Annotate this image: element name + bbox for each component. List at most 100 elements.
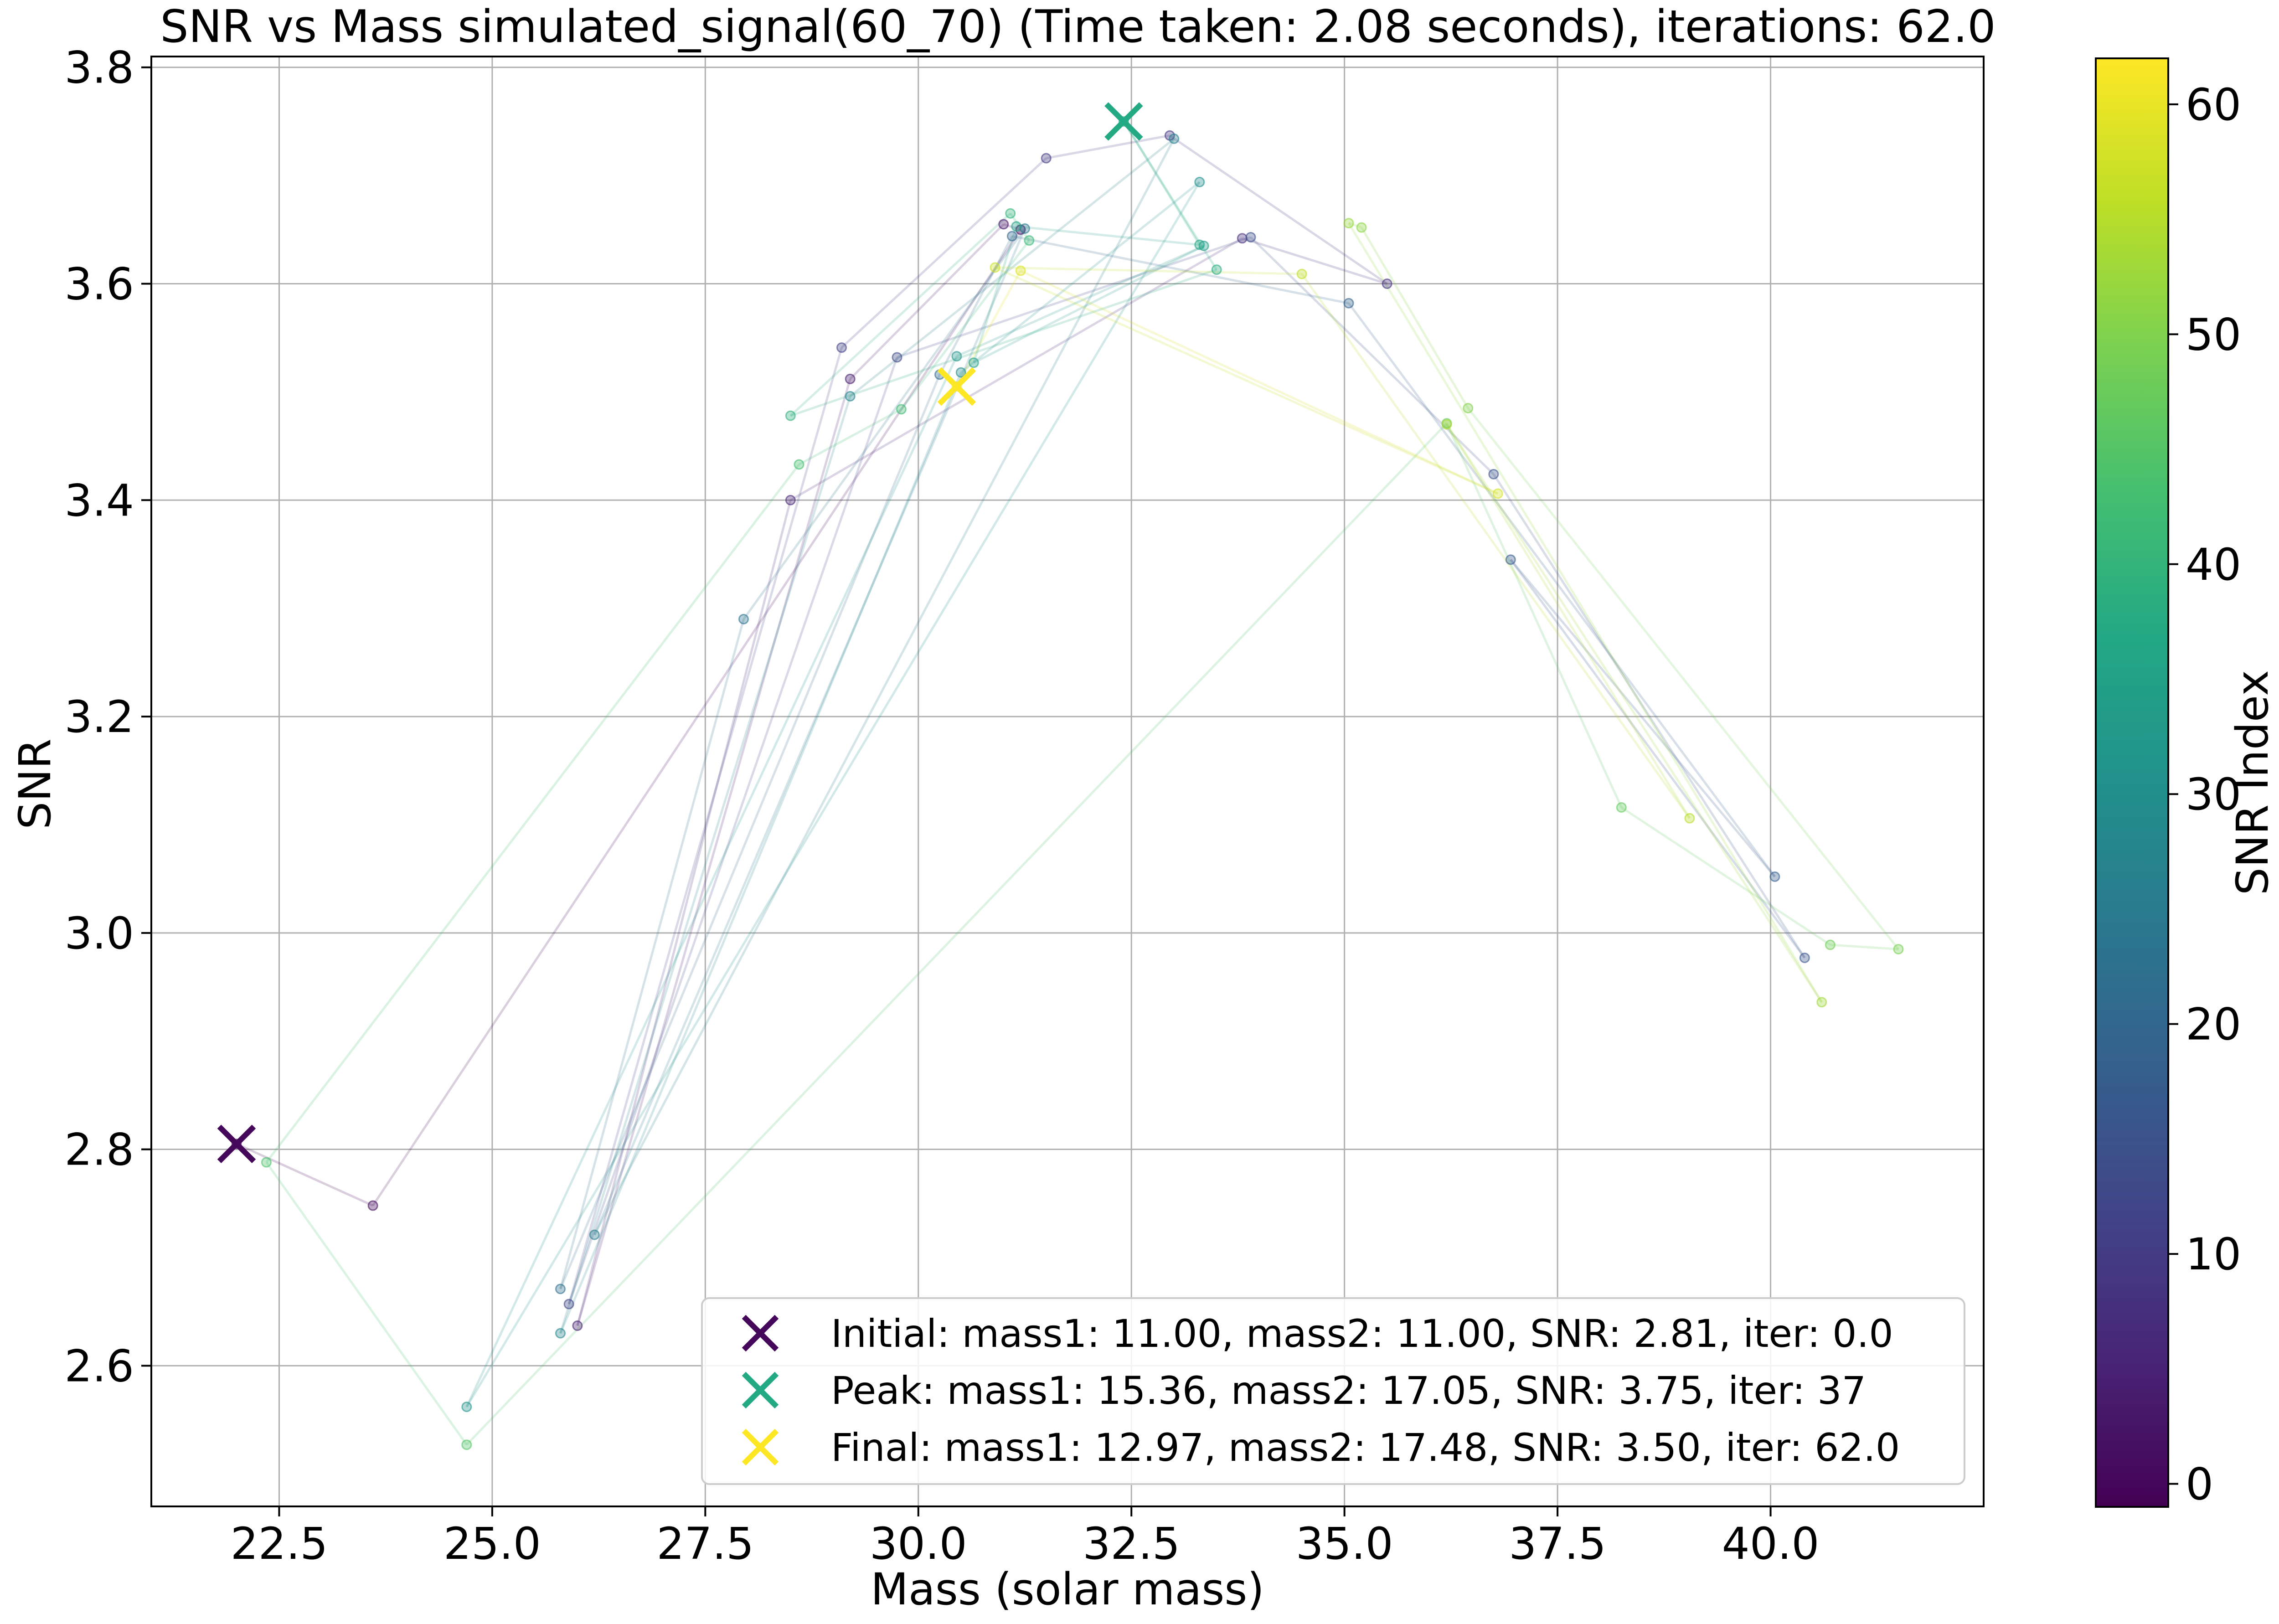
data-points: [231, 116, 1904, 1450]
x-tick-label: 35.0: [1296, 1518, 1393, 1569]
data-point: [1020, 223, 1031, 234]
trajectory-segment: [1445, 423, 1623, 808]
trajectory-segment: [972, 226, 1018, 363]
data-point: [1006, 231, 1017, 242]
data-point: [555, 1328, 566, 1339]
chart-title: SNR vs Mass simulated_signal(60_70) (Tim…: [160, 1, 1995, 53]
data-point: [1169, 133, 1180, 144]
trajectory-segment: [465, 356, 958, 1407]
colorbar-tick-label: 40: [2186, 539, 2241, 590]
trajectory-segment: [960, 181, 1201, 374]
data-point: [1015, 265, 1026, 276]
y-tick-label: 3.2: [64, 691, 134, 742]
trajectory-segment: [995, 266, 1499, 495]
x-tick-label: 22.5: [231, 1518, 328, 1569]
data-point: [896, 404, 907, 415]
data-point: [1005, 208, 1016, 219]
highlight-markers: [217, 102, 1143, 1163]
data-point: [951, 351, 962, 362]
x-axis-label: Mass (solar mass): [871, 1564, 1264, 1615]
data-point: [892, 352, 902, 363]
y-axis-label: SNR: [10, 738, 61, 829]
data-point: [1769, 871, 1780, 882]
trajectory-segment: [1009, 212, 1030, 241]
data-point: [1194, 239, 1205, 250]
trajectory-segment: [265, 1161, 468, 1446]
trajectory-segment: [1492, 473, 1806, 959]
trajectory-segment: [1348, 302, 1776, 877]
data-point: [1356, 222, 1367, 233]
legend-entry-initial-marker: [742, 1315, 779, 1352]
data-point: [794, 459, 804, 470]
trajectory-segment: [938, 235, 1013, 376]
trajectory-segment: [790, 268, 1217, 417]
data-point: [785, 495, 796, 505]
trajectory-segment: [900, 240, 1030, 410]
trajectory-segment: [1123, 121, 1218, 270]
trajectory-segment: [742, 227, 1026, 620]
trajectory-segment: [1620, 806, 1831, 946]
trajectory-segment: [236, 1143, 374, 1207]
x-tick-label: 40.0: [1722, 1518, 1820, 1569]
data-point: [1011, 221, 1022, 232]
x-axis-ticks: 22.5 25.0 27.5 30.0 32.5 35.0 37.5 40.0: [231, 1506, 1820, 1569]
trajectory-segment: [465, 181, 1201, 1407]
trajectory-segment: [1348, 222, 1362, 229]
trajectory-segment: [559, 619, 745, 1289]
x-tick-label: 30.0: [870, 1518, 967, 1569]
legend-entry-peak: Peak: mass1: 15.36, mass2: 17.05, SNR: 3…: [831, 1368, 1866, 1413]
data-point: [589, 1229, 600, 1240]
trajectory-segment: [849, 223, 1005, 380]
y-tick-label: 2.6: [64, 1340, 134, 1392]
data-point: [1211, 264, 1222, 275]
y-tick-label: 3.8: [64, 42, 134, 93]
trajectory-segment: [1347, 222, 1823, 1003]
trajectory-segment: [1242, 237, 1387, 285]
legend-entry-final-marker: [742, 1428, 779, 1466]
x-tick-label: 27.5: [656, 1518, 754, 1569]
colorbar: [2095, 57, 2169, 1508]
plot-frame: [150, 56, 1985, 1507]
data-point: [738, 614, 749, 624]
data-point: [461, 1402, 472, 1413]
data-point: [1488, 469, 1499, 479]
data-point: [845, 391, 856, 402]
trajectory-segment: [1445, 423, 1823, 1003]
trajectory-segment: [593, 228, 1026, 1236]
trajectory-segment: [1046, 134, 1170, 160]
data-point: [836, 342, 847, 353]
trajectory-segment: [1445, 423, 1691, 819]
trajectory-segment: [567, 347, 843, 1304]
data-point: [1245, 232, 1256, 242]
data-point: [1382, 278, 1392, 289]
data-point: [1684, 813, 1695, 824]
data-point: [1024, 235, 1035, 246]
trajectory-segment: [789, 212, 1011, 417]
trajectory-segment: [849, 138, 1175, 397]
data-point: [845, 373, 856, 384]
trajectory-segment: [567, 357, 898, 1304]
data-point: [367, 1200, 378, 1211]
data-point: [461, 1439, 472, 1450]
data-point: [968, 357, 979, 368]
peak-marker: [1104, 102, 1143, 141]
trajectory-segment: [955, 270, 1022, 387]
trajectory-segment: [559, 396, 851, 1334]
grid-lines: [151, 57, 1984, 1506]
trajectory-segment: [265, 464, 800, 1163]
initial-marker: [217, 1124, 256, 1163]
y-tick-label: 3.6: [64, 259, 134, 310]
data-point: [1825, 939, 1836, 950]
y-tick-label: 3.0: [64, 908, 134, 959]
data-point: [1041, 153, 1052, 164]
legend-box: [701, 1297, 1965, 1485]
x-tick-label: 32.5: [1083, 1518, 1180, 1569]
legend-entry-initial: Initial: mass1: 11.00, mass2: 11.00, SNR…: [831, 1311, 1893, 1356]
trajectory-segment: [576, 500, 792, 1326]
trajectory-segment: [995, 266, 1302, 275]
trajectory-segment: [1169, 134, 1388, 285]
data-point: [1343, 218, 1354, 229]
trajectory-segment: [790, 237, 1243, 501]
x-tick-label: 25.0: [443, 1518, 541, 1569]
